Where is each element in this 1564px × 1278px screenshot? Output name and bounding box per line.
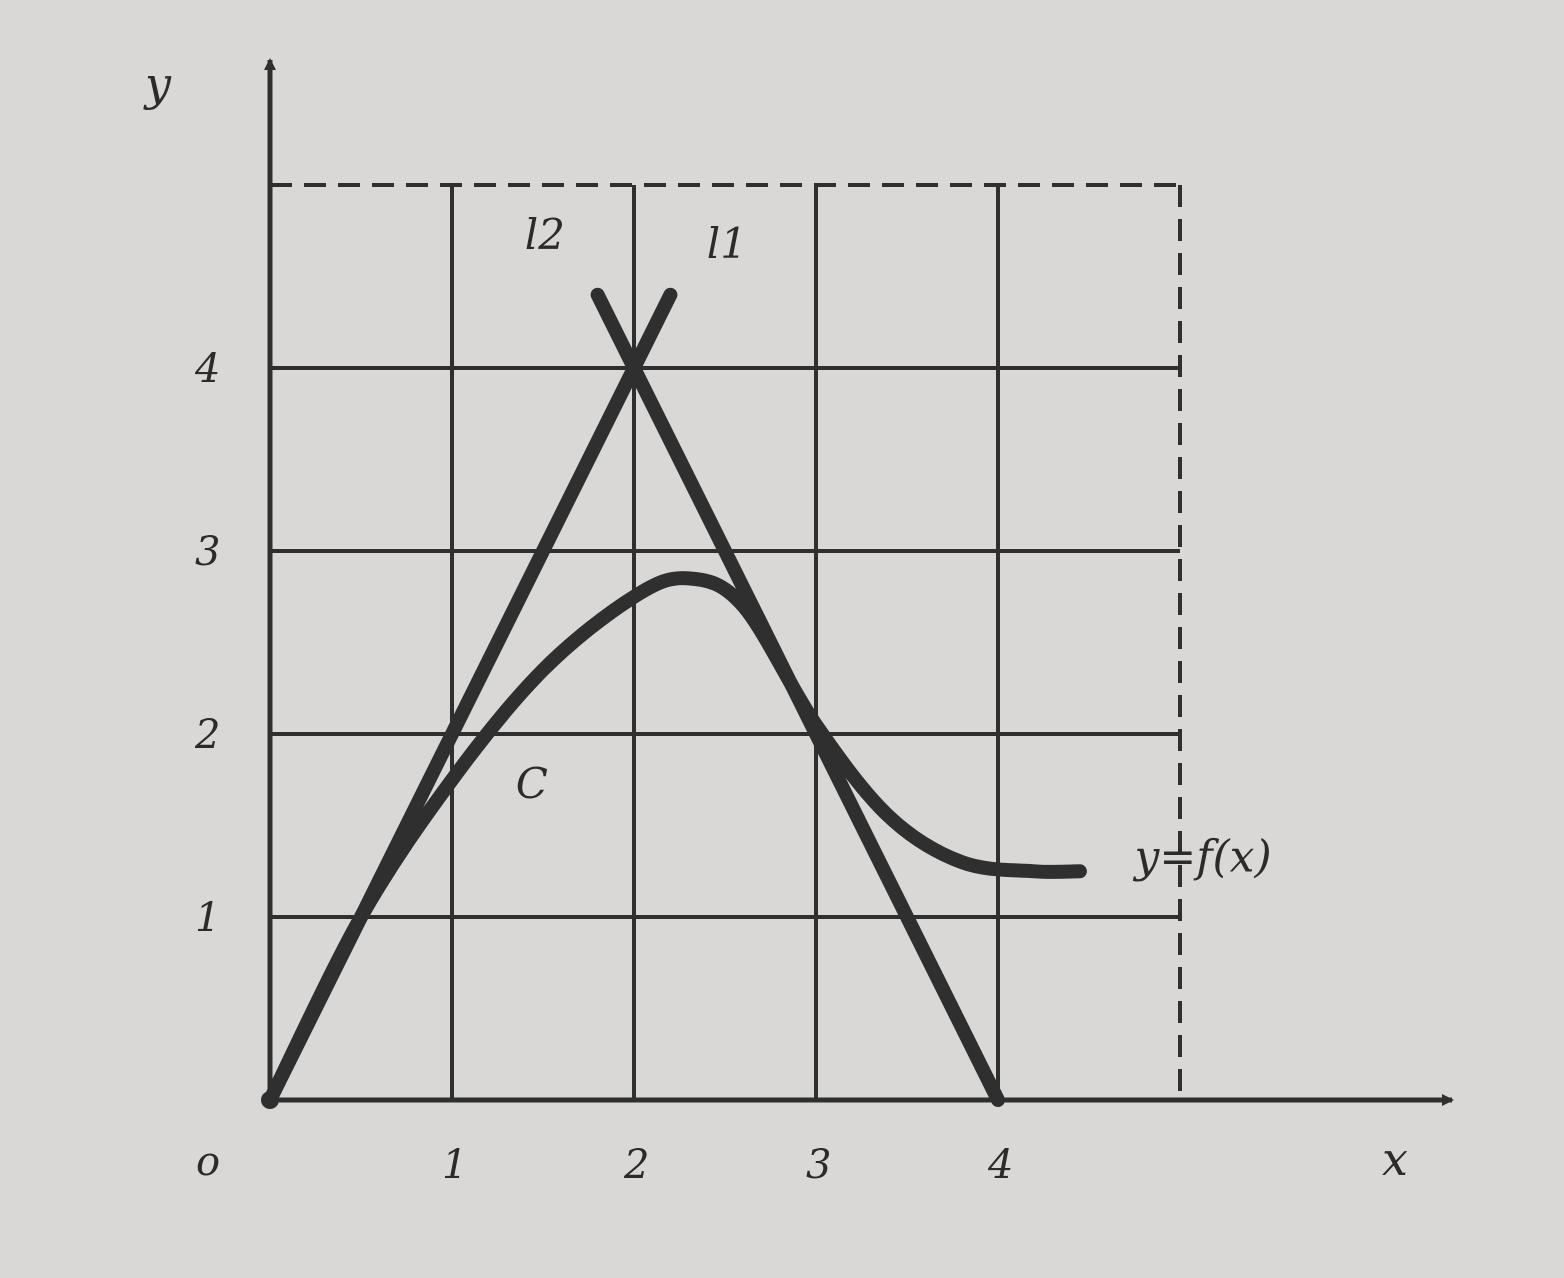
x-tick-label: 3 [806, 1142, 831, 1188]
x-tick-label: 2 [623, 1142, 649, 1188]
annotation-label: l2 [525, 210, 565, 259]
grid [270, 183, 1182, 1100]
origin-point [261, 1091, 279, 1109]
series-group [261, 287, 1087, 1109]
series-line-curve-f [263, 571, 1087, 1107]
x-tick-label: 4 [987, 1142, 1013, 1188]
axes [264, 58, 1454, 1106]
annotation-label: l1 [707, 219, 747, 268]
origin-label: o [196, 1139, 220, 1185]
labels: y x o 1 2 3 4 1 2 3 4 l2 l1 Cy=f(x) [143, 57, 1408, 1188]
x-tick-label: 1 [442, 1142, 467, 1188]
annotation-label: y=f(x) [1133, 831, 1272, 882]
annotation-label: C [516, 759, 548, 808]
y-tick-label: 3 [195, 529, 220, 575]
y-tick-label: 1 [195, 895, 220, 941]
y-tick-label: 4 [194, 346, 220, 392]
y-tick-label: 2 [194, 712, 220, 758]
y-axis-label: y [143, 57, 172, 111]
x-axis-label: x [1382, 1132, 1408, 1186]
